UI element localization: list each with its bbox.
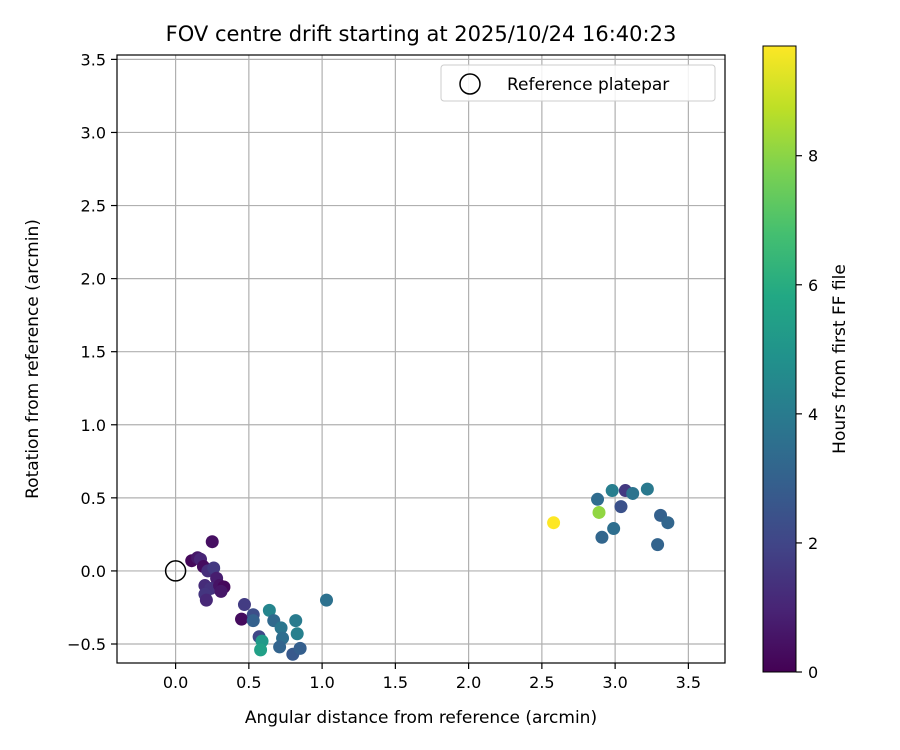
- y-tick-label: 0.5: [81, 489, 106, 508]
- x-axis-label: Angular distance from reference (arcmin): [245, 708, 597, 728]
- data-point: [214, 584, 228, 598]
- y-tick-label: 1.0: [81, 416, 106, 435]
- y-axis-ticks: −0.5 0.0 0.5 1.0 1.5 2.0 2.5 3.0 3.5: [67, 50, 117, 654]
- y-tick-label: −0.5: [67, 635, 106, 654]
- data-point: [547, 516, 561, 530]
- y-tick-label: 2.0: [81, 270, 106, 289]
- data-point: [246, 614, 260, 628]
- data-point: [273, 640, 287, 654]
- data-point: [262, 603, 276, 617]
- data-point: [237, 598, 251, 612]
- colorbar-tick-label: 8: [808, 147, 818, 166]
- x-tick-label: 3.0: [602, 673, 627, 692]
- data-point: [207, 561, 221, 575]
- colorbar-tick-label: 4: [808, 405, 818, 424]
- y-axis-label: Rotation from reference (arcmin): [23, 219, 43, 499]
- x-gridlines: [175, 55, 689, 663]
- data-point: [626, 486, 640, 500]
- data-point: [320, 593, 334, 607]
- x-tick-label: 0.5: [236, 673, 261, 692]
- legend-box: [440, 64, 716, 102]
- plot-frame: [116, 54, 726, 664]
- data-point: [274, 621, 288, 635]
- plot-area: [117, 55, 725, 663]
- data-point: [289, 614, 303, 628]
- data-point: [290, 627, 304, 641]
- data-point: [199, 593, 213, 607]
- data-point: [592, 505, 606, 519]
- data-point: [595, 530, 609, 544]
- data-point: [605, 484, 619, 498]
- y-tick-label: 1.5: [81, 343, 106, 362]
- y-tick-label: 3.5: [81, 50, 106, 69]
- colorbar-tick-label: 0: [808, 663, 818, 682]
- colorbar-tick-label: 6: [808, 276, 818, 295]
- y-tick-label: 3.0: [81, 123, 106, 142]
- legend-reference-marker: [459, 73, 481, 95]
- data-point: [651, 538, 665, 552]
- x-tick-label: 1.0: [309, 673, 334, 692]
- colorbar-gradient: [762, 45, 797, 673]
- colorbar-ticks: 0 2 4 6 8: [796, 147, 818, 682]
- reference-platepar-marker: [164, 560, 187, 582]
- data-point: [205, 535, 219, 549]
- data-points: [185, 482, 675, 661]
- legend: Reference platepar: [440, 64, 716, 102]
- data-point: [235, 612, 249, 626]
- x-tick-label: 1.5: [383, 673, 408, 692]
- y-tick-label: 0.0: [81, 562, 106, 581]
- colorbar: 0 2 4 6 8 Hours from first FF file: [762, 45, 850, 682]
- colorbar-tick-label: 2: [808, 534, 818, 553]
- data-point: [254, 643, 268, 657]
- x-axis-ticks: 0.0 0.5 1.0 1.5 2.0 2.5 3.0 3.5: [163, 663, 701, 692]
- data-point: [607, 522, 621, 536]
- chart-title: FOV centre drift starting at 2025/10/24 …: [166, 22, 677, 46]
- x-tick-label: 3.5: [676, 673, 701, 692]
- x-tick-label: 0.0: [163, 673, 188, 692]
- y-gridlines: [117, 58, 725, 645]
- data-point: [661, 516, 675, 530]
- data-point: [591, 492, 605, 506]
- x-tick-label: 2.0: [456, 673, 481, 692]
- y-tick-label: 2.5: [81, 197, 106, 216]
- colorbar-label: Hours from first FF file: [830, 264, 850, 454]
- legend-entry-reference-platepar: Reference platepar: [507, 75, 669, 95]
- data-point: [640, 482, 654, 496]
- data-point: [293, 641, 307, 655]
- x-tick-label: 2.5: [529, 673, 554, 692]
- data-point: [614, 500, 628, 514]
